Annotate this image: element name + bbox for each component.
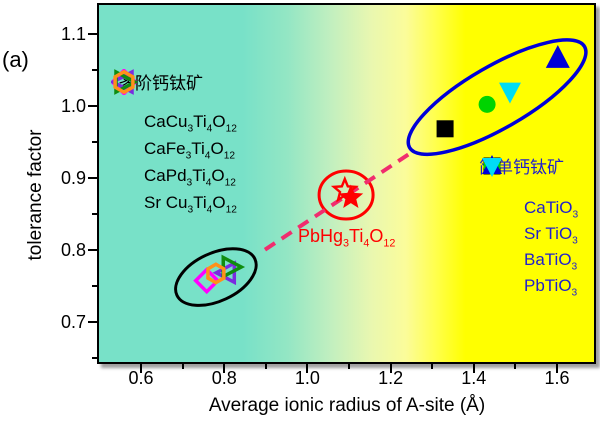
x-axis-title: Average ionic radius of A-site (Å)	[208, 395, 486, 416]
y-minor-tick	[92, 356, 97, 359]
triangle-up-icon	[482, 155, 517, 274]
x-major-tick	[389, 364, 392, 373]
y-minor-tick	[92, 284, 97, 287]
point-BaTiO3	[545, 45, 570, 68]
x-tick-label: 0.8	[211, 368, 237, 388]
marker-hexagon	[113, 69, 135, 95]
y-minor-tick	[92, 68, 97, 71]
simple-group-ellipse	[406, 38, 588, 157]
legend-item: CaFe3Ti4O12	[111, 69, 237, 164]
pbhg-ellipse	[317, 169, 375, 221]
legend-multilayer-rows: CaCu3Ti4O12 CaFe3Ti4O12 CaPd3Ti4O12 Sr Cu3T…	[111, 69, 237, 218]
marker-triangle-down	[482, 158, 502, 177]
y-tick-label: 0.8	[60, 239, 86, 260]
plot-area: 多阶钙钛矿 CaCu3Ti4O12 CaFe3Ti4O12 CaPd3Ti4O12 S…	[97, 3, 596, 364]
legend-item-label: Sr TiO3	[524, 223, 578, 247]
legend-simple-perovskites: 简单钙钛矿 CaTiO3 Sr TiO3 BaTiO3 PbTiO3	[479, 153, 578, 300]
x-tick-label: 0.6	[128, 368, 154, 388]
y-minor-tick	[92, 212, 97, 215]
legend-item: CaTiO3	[479, 157, 579, 222]
x-major-tick	[223, 364, 226, 373]
legend-item-label: BaTiO3	[524, 249, 578, 273]
point-CaCu3Ti4O12	[193, 267, 221, 295]
y-tick-label: 0.7	[60, 311, 86, 332]
x-tick-label: 1.0	[294, 368, 320, 388]
legend-marker-svg	[113, 69, 135, 95]
legend-item-label: CaCu3Ti4O12	[144, 112, 237, 135]
trend-dashed-line	[263, 151, 412, 252]
triangle-down-icon	[482, 158, 517, 300]
legend-item-label: PbTiO3	[524, 275, 578, 299]
legend-multilayer-title: 多阶钙钛矿	[118, 74, 203, 93]
y-tick-label: 1.1	[60, 23, 86, 44]
x-minor-tick	[347, 364, 350, 369]
legend-item: Sr Cu3Ti4O12	[111, 69, 237, 218]
legend-item-label: CaTiO3	[524, 197, 579, 221]
pbhg-annotation-label: PbHg3Ti4O12	[298, 226, 396, 250]
y-tick-label: 1.0	[60, 95, 86, 116]
x-major-tick	[555, 364, 558, 373]
scatter-plot-canvas	[174, 38, 588, 307]
point-PbHg3Ti4O12	[338, 184, 364, 208]
legend-item: Sr TiO3	[479, 157, 578, 248]
triangle-left-icon	[111, 69, 137, 164]
legend-item: CaPd3Ti4O12	[111, 69, 237, 191]
y-minor-tick	[92, 140, 97, 143]
point-CaTiO3	[436, 120, 454, 138]
y-major-tick	[88, 248, 97, 251]
multilayer-group-ellipse	[174, 247, 258, 307]
legend-item-label: CaPd3Ti4O12	[144, 166, 236, 189]
legend-multilayer-perovskites: 多阶钙钛矿 CaCu3Ti4O12 CaFe3Ti4O12 CaPd3Ti4O12 S…	[111, 69, 237, 218]
x-tick-label: 1.6	[544, 368, 570, 388]
legend-item-label: CaFe3Ti4O12	[144, 139, 236, 162]
triangle-right-icon	[111, 69, 137, 191]
x-major-tick	[140, 364, 142, 373]
legend-item-label: Sr Cu3Ti4O12	[144, 193, 237, 216]
circle-icon	[483, 157, 517, 248]
legend-simple-rows: CaTiO3 Sr TiO3 BaTiO3 PbTiO3	[479, 155, 579, 300]
legend-item: PbTiO3	[479, 158, 578, 300]
point-SrCu3Ti4O12	[206, 262, 226, 285]
x-tick-label: 1.2	[378, 368, 404, 388]
x-major-tick	[306, 364, 309, 373]
legend-item: CaCu3Ti4O12	[111, 69, 237, 137]
legend-item: BaTiO3	[479, 155, 578, 274]
diamond-icon	[111, 69, 137, 137]
y-major-tick	[88, 320, 97, 323]
x-minor-tick	[514, 364, 517, 369]
point-PbTiO3	[498, 82, 521, 104]
y-major-tick	[88, 176, 97, 179]
y-major-tick	[88, 104, 97, 107]
y-tick-label: 0.9	[60, 167, 86, 188]
hexagon-icon	[111, 69, 137, 218]
x-minor-tick	[264, 364, 267, 369]
x-major-tick	[472, 364, 475, 373]
y-major-tick	[88, 32, 97, 35]
x-tick-label: 1.4	[461, 368, 487, 388]
legend-marker-svg	[482, 158, 502, 177]
panel-label: (a)	[2, 47, 29, 72]
x-minor-tick	[181, 364, 184, 369]
square-icon	[483, 157, 517, 222]
x-minor-tick	[431, 364, 434, 369]
point-SrTiO3	[478, 95, 496, 113]
